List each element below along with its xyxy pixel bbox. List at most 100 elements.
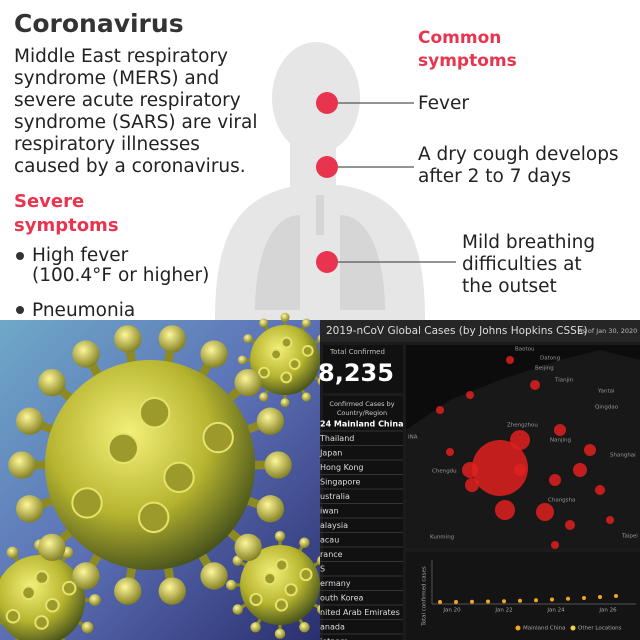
chart-dot	[566, 596, 570, 601]
legend: Other Locations	[578, 626, 622, 632]
common-symptom: the outset	[462, 276, 557, 297]
spike	[299, 537, 310, 548]
chart-dot	[534, 598, 538, 603]
spike-head	[280, 371, 293, 384]
spike-head	[45, 597, 60, 613]
description: respiratory illnesses	[14, 134, 200, 155]
map-label: Qingdao	[595, 405, 619, 411]
country: Hong Kong	[320, 463, 364, 472]
spike	[158, 325, 186, 353]
spike	[8, 451, 36, 479]
chart-dot	[518, 598, 522, 603]
chart-dot	[550, 597, 554, 602]
spike	[259, 392, 269, 402]
common-heading: Common	[418, 28, 501, 48]
severe-symptom: Pneumonia	[32, 300, 135, 321]
spike-head	[5, 608, 21, 624]
case-bubble	[606, 516, 614, 524]
spike-head	[138, 397, 171, 429]
spike-head	[71, 487, 103, 519]
country: alaysia	[320, 521, 348, 530]
case-bubble	[554, 424, 566, 436]
chart-x-label: Jan 20	[442, 608, 461, 614]
total: 8,235	[318, 359, 394, 387]
bullet	[16, 252, 24, 260]
legend: Mainland China	[523, 626, 565, 632]
dashboard-screenshot: 2019-nCoV Global Cases (by Johns Hopkins…	[318, 320, 640, 640]
spike-head	[163, 461, 195, 493]
spike	[114, 577, 142, 605]
common-symptom: difficulties at	[462, 254, 582, 275]
spike	[6, 546, 19, 559]
country: ietnam	[320, 637, 348, 640]
spike-head	[258, 366, 270, 379]
country: acau	[320, 536, 339, 545]
spike-head	[21, 585, 36, 601]
country: S	[320, 565, 325, 574]
description: severe acute respiratory	[14, 90, 241, 111]
chart-dot	[470, 599, 474, 604]
chart-x-label: Jan 26	[598, 608, 617, 614]
description: syndrome (MERS) and	[14, 68, 219, 89]
spike-head	[263, 572, 277, 586]
spike	[200, 562, 228, 590]
description: syndrome (SARS) are viral	[14, 112, 257, 133]
chart-y-label: Total confirmed cases	[422, 566, 428, 627]
as-of: As of Jan 30, 2020 1	[578, 327, 640, 335]
country: rance	[320, 550, 343, 559]
spike-head	[274, 598, 289, 612]
spike	[301, 318, 311, 328]
spike	[256, 495, 285, 523]
spike	[243, 334, 253, 344]
map-label: Taipei	[621, 534, 638, 540]
severe-symptom: (100.4°F or higher)	[32, 265, 209, 286]
spike	[200, 340, 228, 368]
case-bubble	[462, 462, 478, 478]
severe-heading: Severe	[14, 191, 84, 212]
symptom-dots	[316, 92, 338, 273]
chart-dot	[598, 595, 602, 599]
spike	[15, 495, 44, 523]
spike-head	[280, 336, 293, 349]
common-heading: symptoms	[418, 51, 517, 71]
case-bubble	[536, 503, 554, 521]
country: outh Korea	[320, 594, 363, 603]
case-bubble	[584, 444, 596, 456]
spike	[15, 407, 44, 435]
description: Middle East respiratory	[14, 46, 228, 67]
case-bubble	[466, 391, 474, 399]
spike	[280, 312, 290, 322]
total-label: Total Confirmed	[329, 348, 385, 356]
spike	[234, 369, 262, 397]
spike	[89, 594, 101, 606]
chart-x-label: Jan 22	[494, 608, 512, 614]
map-label: Changsha	[548, 498, 575, 504]
map-label: Kunming	[430, 535, 454, 541]
virus-image	[0, 312, 334, 640]
spike	[274, 531, 286, 542]
bullet	[16, 306, 24, 314]
spike-head	[301, 344, 314, 357]
map-label: Beijing	[535, 366, 554, 372]
spike	[234, 533, 262, 561]
spike-head	[299, 567, 313, 582]
case-bubble	[549, 474, 561, 486]
spike	[274, 628, 286, 639]
legend-swatch	[515, 625, 521, 631]
chart-dot	[502, 599, 506, 604]
spike	[72, 562, 100, 590]
virion	[45, 360, 255, 570]
country: ustralia	[320, 492, 350, 501]
chart-dot	[438, 600, 442, 604]
virion	[240, 545, 320, 625]
case-bubble	[465, 478, 479, 492]
map-label: Nanjing	[550, 438, 571, 444]
severe-heading: symptoms	[14, 215, 119, 236]
case-bubble	[472, 440, 528, 496]
spike-head	[284, 583, 298, 597]
spike-head	[270, 348, 282, 361]
spike-head	[34, 570, 50, 585]
virion	[0, 555, 85, 640]
map-label: Shanghai	[610, 453, 636, 459]
common-symptom: A dry cough develops	[418, 144, 619, 165]
